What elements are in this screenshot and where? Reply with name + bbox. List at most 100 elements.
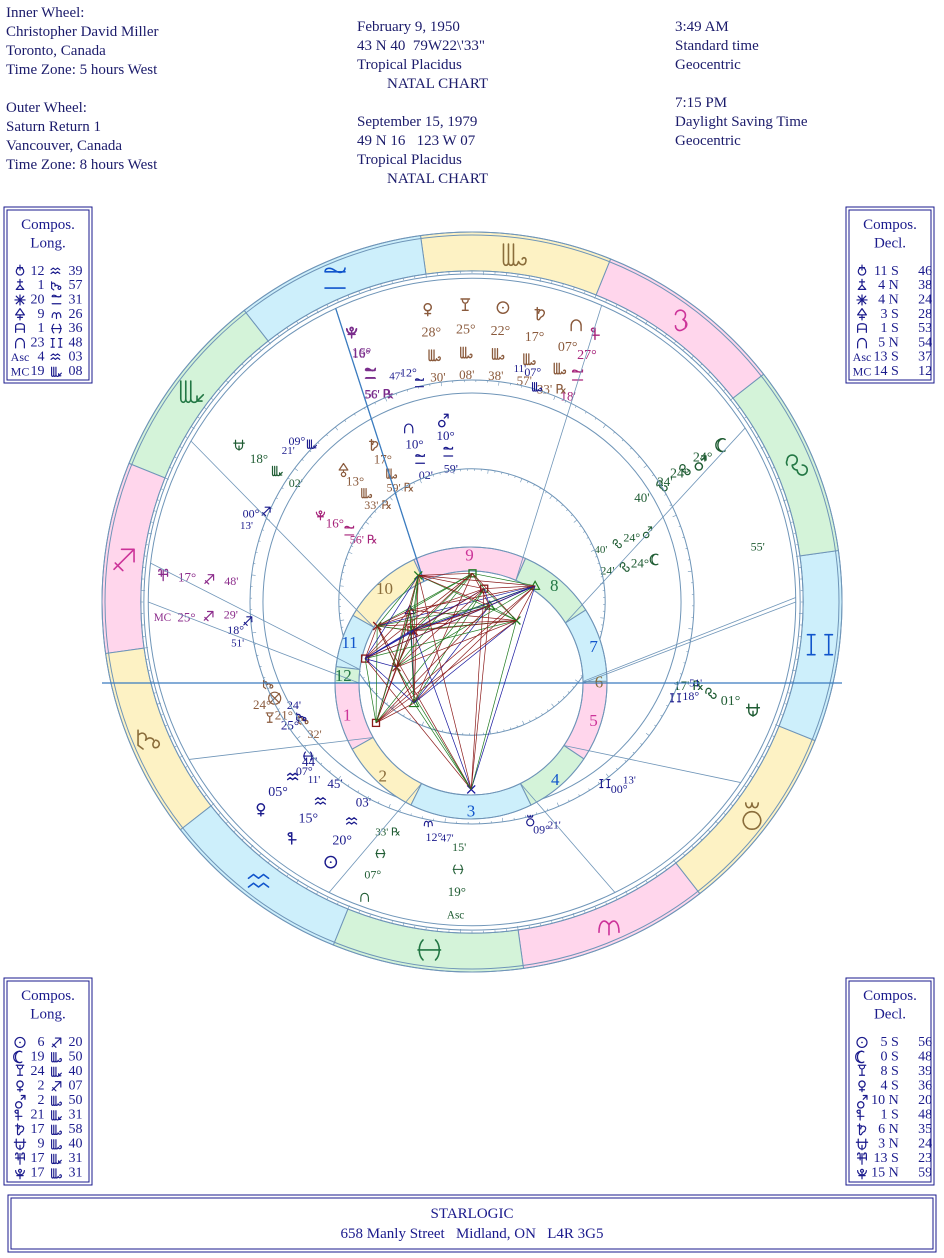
svg-text:24°: 24° <box>623 530 640 544</box>
svg-text:2: 2 <box>37 1093 44 1108</box>
svg-text:24°: 24° <box>631 556 649 571</box>
svg-text:24: 24 <box>918 292 932 307</box>
svg-text:35: 35 <box>918 1122 932 1137</box>
svg-text:1: 1 <box>37 278 44 293</box>
svg-text:48: 48 <box>68 335 82 350</box>
svg-text:21: 21 <box>30 1108 44 1123</box>
svg-text:9: 9 <box>37 1137 44 1152</box>
svg-text:24: 24 <box>918 1137 932 1152</box>
svg-text:10°: 10° <box>405 436 423 451</box>
svg-text:11: 11 <box>341 633 357 652</box>
svg-text:21': 21' <box>548 819 561 831</box>
svg-text:16°: 16° <box>352 346 370 361</box>
svg-text:4 N: 4 N <box>878 278 899 293</box>
svg-text:17°: 17° <box>178 570 196 585</box>
svg-text:4: 4 <box>551 770 560 789</box>
svg-text:11': 11' <box>514 363 527 375</box>
svg-text:10: 10 <box>376 579 393 598</box>
svg-text:13 S: 13 S <box>874 350 899 365</box>
svg-text:20: 20 <box>30 292 44 307</box>
svg-text:17: 17 <box>30 1122 44 1137</box>
svg-text:9: 9 <box>465 546 474 565</box>
svg-text:Asc: Asc <box>447 910 464 922</box>
svg-text:7: 7 <box>589 637 598 656</box>
svg-text:46: 46 <box>918 264 932 279</box>
svg-text:31: 31 <box>68 1108 82 1123</box>
svg-text:8: 8 <box>550 576 559 595</box>
svg-text:658 Manly Street Midland, ON: 658 Manly Street Midland, ON L4R 3G5 <box>341 1226 604 1242</box>
svg-text:48: 48 <box>918 1108 932 1123</box>
svg-text:MC: MC <box>154 612 171 624</box>
svg-text:Compos.: Compos. <box>21 217 75 233</box>
svg-text:33' ℞: 33' ℞ <box>375 827 401 839</box>
svg-text:07°: 07° <box>524 365 541 379</box>
svg-text:45': 45' <box>327 776 342 791</box>
svg-text:14 S: 14 S <box>874 364 899 379</box>
svg-text:07°: 07° <box>364 867 381 881</box>
svg-text:1 S: 1 S <box>881 321 899 336</box>
svg-text:17: 17 <box>30 1151 44 1166</box>
svg-text:18°: 18° <box>250 451 268 466</box>
svg-text:39: 39 <box>68 264 82 279</box>
svg-text:40: 40 <box>68 1137 82 1152</box>
svg-text:36: 36 <box>918 1079 932 1094</box>
svg-text:40: 40 <box>68 1064 82 1079</box>
svg-text:19: 19 <box>30 364 44 379</box>
svg-text:40': 40' <box>634 490 649 505</box>
svg-text:03: 03 <box>68 350 82 365</box>
svg-text:13': 13' <box>623 775 636 787</box>
svg-text:59' ℞: 59' ℞ <box>386 480 414 494</box>
svg-text:15': 15' <box>452 840 466 854</box>
svg-text:Long.: Long. <box>30 236 65 252</box>
svg-text:31: 31 <box>68 1151 82 1166</box>
svg-text:39: 39 <box>918 1064 932 1079</box>
svg-text:6 N: 6 N <box>878 1122 899 1137</box>
svg-text:56: 56 <box>918 1035 932 1050</box>
svg-text:12: 12 <box>30 264 44 279</box>
svg-text:01°: 01° <box>721 694 741 709</box>
svg-text:10 N: 10 N <box>871 1093 899 1108</box>
svg-text:28: 28 <box>918 307 932 322</box>
svg-text:38: 38 <box>918 278 932 293</box>
svg-text:13': 13' <box>240 520 253 532</box>
svg-text:4 S: 4 S <box>881 1079 899 1094</box>
svg-text:20°: 20° <box>332 833 352 848</box>
svg-text:27°: 27° <box>577 348 597 363</box>
svg-text:MC: MC <box>853 365 872 379</box>
svg-text:12: 12 <box>335 666 352 685</box>
svg-text:50: 50 <box>68 1049 82 1064</box>
svg-text:15 N: 15 N <box>871 1166 899 1181</box>
svg-text:Compos.: Compos. <box>863 988 917 1004</box>
svg-text:05°: 05° <box>268 785 288 800</box>
svg-text:18°: 18° <box>682 689 699 703</box>
svg-text:5: 5 <box>589 711 598 730</box>
svg-text:Asc: Asc <box>11 350 30 364</box>
svg-text:51': 51' <box>231 637 244 649</box>
svg-text:24: 24 <box>30 1064 44 1079</box>
svg-text:Compos.: Compos. <box>863 217 917 233</box>
svg-text:22°: 22° <box>491 324 511 339</box>
svg-text:1: 1 <box>343 706 352 725</box>
svg-text:5 N: 5 N <box>878 335 899 350</box>
svg-text:10°: 10° <box>437 428 455 443</box>
svg-text:56' ℞: 56' ℞ <box>365 387 393 401</box>
svg-text:48': 48' <box>224 574 238 588</box>
svg-text:6: 6 <box>595 673 604 692</box>
svg-text:07°: 07° <box>558 340 578 355</box>
svg-text:48: 48 <box>918 1049 932 1064</box>
svg-text:3 N: 3 N <box>878 1137 899 1152</box>
svg-text:1: 1 <box>37 321 44 336</box>
svg-text:54: 54 <box>918 335 932 350</box>
svg-text:12: 12 <box>918 364 932 379</box>
svg-text:5 S: 5 S <box>881 1035 899 1050</box>
svg-text:02': 02' <box>289 476 303 490</box>
svg-text:23: 23 <box>918 1151 932 1166</box>
svg-text:19°: 19° <box>448 884 466 899</box>
svg-text:20: 20 <box>918 1093 932 1108</box>
svg-text:57: 57 <box>68 278 82 293</box>
svg-text:15°: 15° <box>299 812 319 827</box>
svg-text:Decl.: Decl. <box>874 236 906 252</box>
svg-text:11 S: 11 S <box>874 264 899 279</box>
svg-text:50: 50 <box>68 1093 82 1108</box>
svg-text:25°: 25° <box>456 323 476 338</box>
